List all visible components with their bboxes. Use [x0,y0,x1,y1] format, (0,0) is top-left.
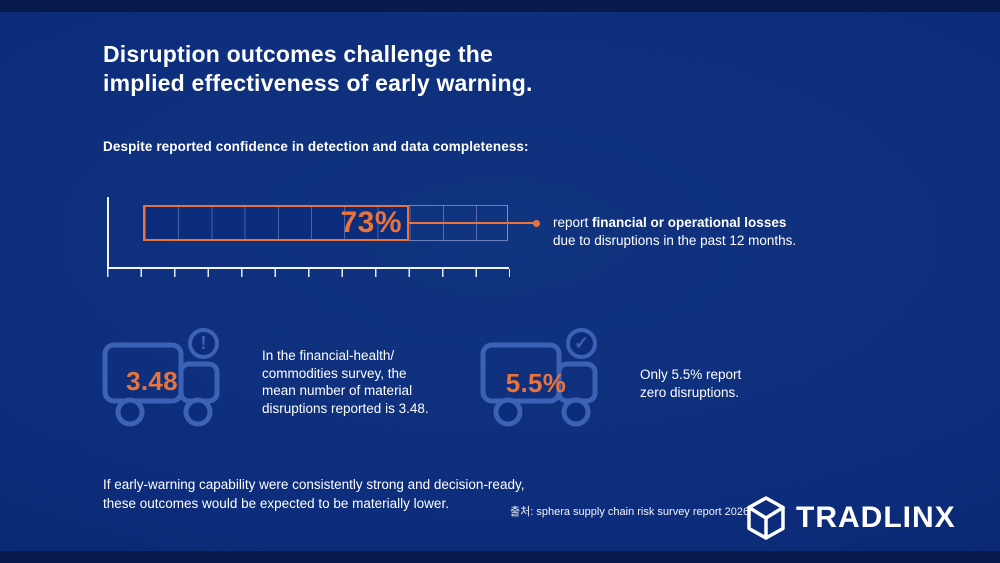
page-subtitle: Despite reported confidence in detection… [103,139,529,154]
bar-filled-segment-73pct [143,205,409,241]
truck-icon [102,342,220,427]
brand-wordmark: TRADLINX [796,501,956,534]
page-title: Disruption outcomes challenge the implie… [103,41,533,96]
stat-value-mean-disruptions: 3.48 [126,366,178,396]
bar-value-label: 73% [340,206,402,239]
stat-value-zero-disruptions: 5.5% [505,368,567,398]
source-citation: 출처: sphera supply chain risk survey repo… [510,506,750,518]
bar-annotation: report financial or operational losses d… [553,214,796,250]
chart-y-axis [107,197,109,269]
stat-text-mean-disruptions: In the financial-health/ commodities sur… [262,348,429,416]
stat-text-zero-disruptions: Only 5.5% report zero disruptions. [640,367,742,400]
bottom-border-bar [0,551,1000,563]
annotation-line1: report financial or operational losses [553,215,787,230]
cube-logo-icon [747,496,785,540]
chart-x-ticks [107,269,510,277]
top-border-bar [0,0,1000,12]
check-icon: ✓ [566,328,597,359]
footer-note: If early-warning capability were consist… [103,477,525,511]
exclamation-icon: ! [188,328,219,359]
annotation-line2: due to disruptions in the past 12 months… [553,233,797,248]
tradlinx-logo: TRADLINX [745,495,956,541]
truck-icon [480,342,598,427]
chart-x-axis [107,267,509,269]
annotation-connector-line [409,219,540,227]
